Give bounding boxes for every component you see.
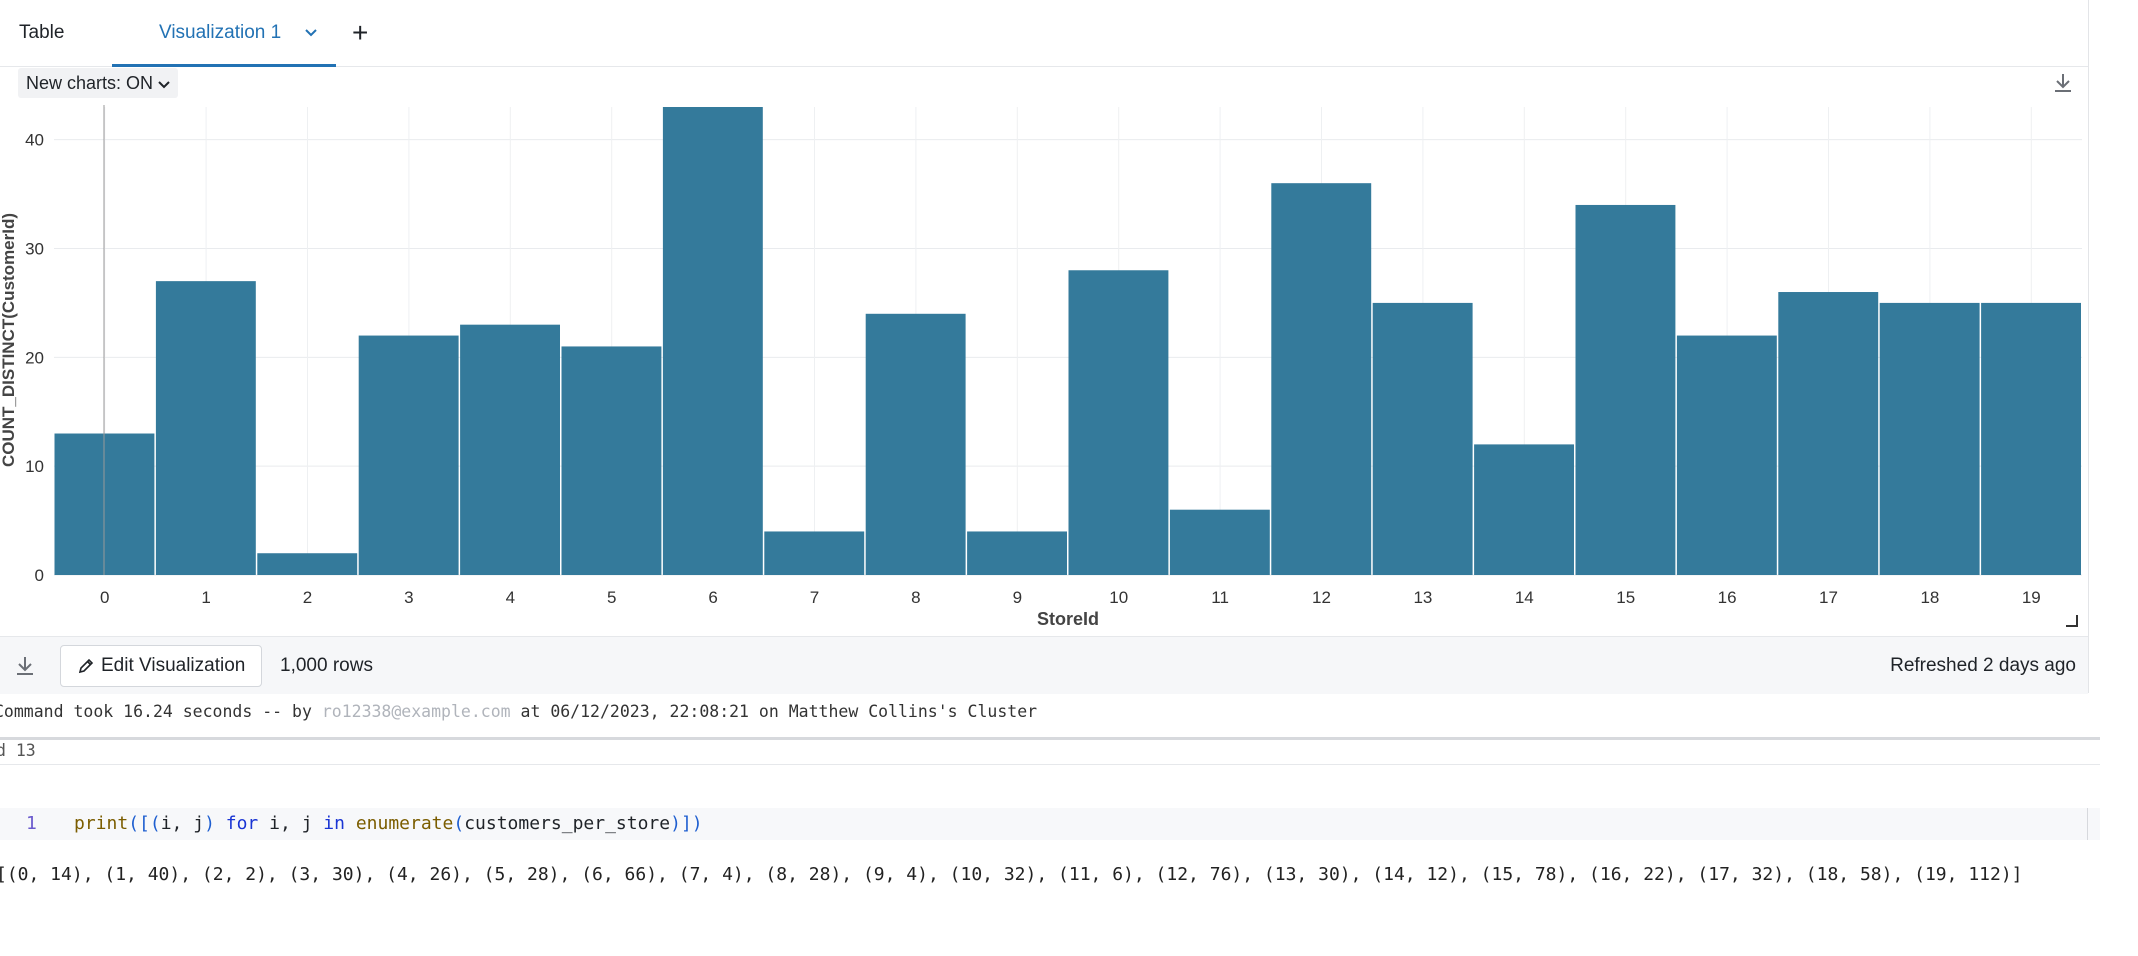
code-token: ([( [128, 813, 161, 834]
bar [1575, 204, 1676, 575]
line-number: 1 [26, 813, 37, 834]
bar [1169, 509, 1270, 575]
bar [1981, 302, 2081, 575]
cell-divider [0, 737, 2100, 740]
command-status-line: Command took 16.24 seconds -- by ro12338… [0, 702, 1037, 721]
y-tick-label: 30 [25, 239, 44, 258]
code-token: enumerate [344, 813, 454, 834]
y-tick-label: 20 [25, 348, 44, 367]
x-tick-label: 15 [1616, 588, 1635, 607]
active-tab-indicator [112, 64, 336, 67]
bar [1271, 183, 1372, 575]
code-token: for [214, 813, 259, 834]
code-line[interactable]: print([(i, j) for i, j in enumerate(cust… [74, 813, 703, 834]
x-tick-label: 6 [708, 588, 717, 607]
x-tick-label: 19 [2022, 588, 2041, 607]
code-token: in [323, 813, 345, 834]
x-tick-label: 10 [1109, 588, 1128, 607]
cell-output: [(0, 14), (1, 40), (2, 2), (3, 30), (4, … [0, 864, 2023, 885]
x-tick-label: 5 [607, 588, 616, 607]
x-tick-label: 14 [1515, 588, 1534, 607]
command-suffix: at 06/12/2023, 22:08:21 on Matthew Colli… [510, 702, 1038, 721]
masked-user: ro12338@example.com [321, 702, 511, 721]
resize-handle-icon [2066, 615, 2078, 627]
chevron-down-icon[interactable] [304, 0, 318, 95]
bar [358, 335, 459, 575]
code-token: )]) [670, 813, 703, 834]
code-token: ) [204, 813, 215, 834]
command-prefix: Command took 16.24 seconds -- by [0, 702, 322, 721]
row-count: 1,000 rows [280, 655, 373, 676]
x-tick-label: 2 [303, 588, 312, 607]
edit-visualization-button[interactable]: Edit Visualization [60, 645, 263, 687]
download-icon[interactable] [2050, 70, 2076, 96]
refreshed-status: Refreshed 2 days ago [1890, 655, 2076, 676]
x-tick-label: 9 [1013, 588, 1022, 607]
result-tab-bar: Table Visualization 1 + [0, 0, 2088, 67]
cell-label: d 13 [0, 741, 36, 760]
bar [1372, 302, 1473, 575]
tab-table[interactable]: Table [19, 22, 65, 43]
code-cell[interactable]: 1 print([(i, j) for i, j in enumerate(cu… [0, 808, 2100, 840]
x-axis-label: StoreId [1037, 609, 1099, 629]
bar [155, 281, 256, 575]
tab-visualization-1-label: Visualization 1 [159, 22, 282, 43]
code-token: i, j [258, 813, 324, 834]
bar [865, 313, 966, 575]
x-tick-label: 7 [810, 588, 819, 607]
bar [561, 346, 662, 575]
chevron-down-icon [158, 81, 170, 89]
bar [1676, 335, 1777, 575]
add-tab-button[interactable]: + [352, 17, 369, 48]
x-tick-label: 0 [100, 588, 109, 607]
new-charts-label: New charts: ON [26, 73, 154, 93]
code-token: i, j [160, 813, 205, 834]
x-tick-label: 18 [1920, 588, 1939, 607]
y-axis-label: COUNT_DISTINCT(CustomerId) [0, 213, 18, 467]
bar [764, 531, 865, 575]
cell-scroll-edge [2087, 808, 2088, 840]
visualization-footer: Edit Visualization 1,000 rows Refreshed … [0, 636, 2088, 694]
bar [967, 531, 1067, 575]
x-tick-label: 11 [1211, 588, 1229, 607]
y-tick-label: 40 [25, 131, 44, 150]
cell-separator [0, 764, 2100, 765]
x-tick-label: 17 [1819, 588, 1838, 607]
bar [662, 107, 763, 575]
download-icon[interactable] [12, 653, 38, 679]
x-tick-label: 8 [911, 588, 920, 607]
bar [1778, 292, 1879, 575]
pencil-icon [78, 658, 94, 674]
x-tick-label: 13 [1413, 588, 1432, 607]
edit-visualization-label: Edit Visualization [101, 655, 246, 676]
bar [1068, 270, 1169, 575]
new-charts-toggle[interactable]: New charts: ON [18, 68, 179, 98]
tab-visualization-1[interactable]: Visualization 1 [112, 0, 336, 67]
x-tick-label: 12 [1312, 588, 1331, 607]
x-tick-label: 16 [1718, 588, 1737, 607]
bar [257, 553, 358, 575]
visualization-panel: Table Visualization 1 + New charts: ON 0… [0, 0, 2089, 694]
y-tick-label: 10 [25, 457, 44, 476]
x-tick-label: 1 [201, 588, 210, 607]
bar [460, 324, 560, 575]
x-tick-label: 4 [506, 588, 515, 607]
code-token: ( [453, 813, 465, 834]
code-token: print [74, 813, 129, 834]
bar [1879, 302, 1980, 575]
code-token: customers_per_store [464, 813, 671, 834]
x-tick-label: 3 [404, 588, 413, 607]
bar [1474, 444, 1574, 575]
y-tick-label: 0 [35, 566, 44, 585]
